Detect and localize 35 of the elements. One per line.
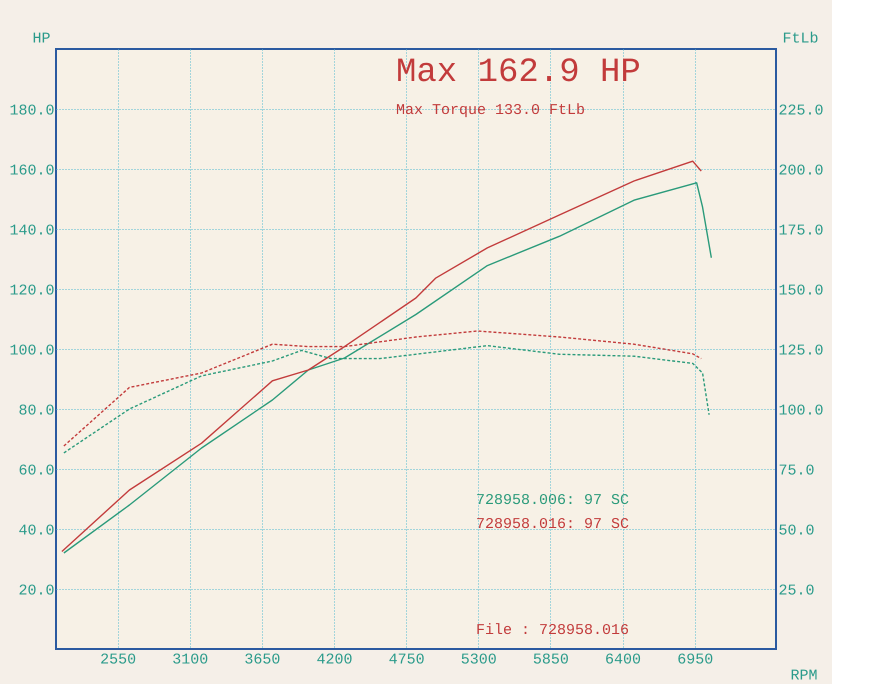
y2-tick-label: 175.0 <box>778 222 824 240</box>
x-tick-label: 6950 <box>677 652 714 668</box>
y2-axis-title: FtLb <box>782 30 819 48</box>
y-tick-label: 80.0 <box>18 402 54 420</box>
x-tick-label: 6400 <box>605 652 642 668</box>
text: 728958.006: 97 SC <box>476 492 630 509</box>
y2-tick-label: 225.0 <box>778 102 824 120</box>
y2-tick-label: 125.0 <box>778 342 824 360</box>
x-tick-label: 5850 <box>532 652 569 668</box>
y2-tick-label: 200.0 <box>778 162 824 180</box>
y2-tick-label: 150.0 <box>778 282 824 300</box>
annotation: Max 162.9 HP <box>396 54 641 92</box>
y2-tick-label: 100.0 <box>778 402 824 420</box>
y-tick-label: 40.0 <box>18 522 54 540</box>
x-tick-label: 3100 <box>172 652 208 668</box>
y-tick-label: 160.0 <box>9 162 54 180</box>
y-tick-label: 180.0 <box>9 102 54 120</box>
text: 728958.016: 97 SC <box>476 516 630 533</box>
y-tick-label: 20.0 <box>18 582 54 600</box>
x-axis-title: RPM <box>790 668 818 684</box>
x-tick-label: 5300 <box>460 652 497 668</box>
y-tick-label: 140.0 <box>9 222 54 240</box>
y2-tick-label: 25.0 <box>778 582 815 600</box>
y2-tick-label: 50.0 <box>778 522 815 540</box>
annotation: Max Torque 133.0 FtLb <box>396 102 586 119</box>
x-tick-label: 3650 <box>244 652 280 668</box>
annotation: File : 728958.016 <box>476 622 630 639</box>
y2-tick-label: 75.0 <box>778 462 815 480</box>
x-tick-label: 4750 <box>388 652 425 668</box>
y-tick-label: 120.0 <box>9 282 54 300</box>
y-tick-label: 60.0 <box>18 462 54 480</box>
y-tick-label: 100.0 <box>9 342 54 360</box>
y-axis-title: HP <box>32 30 50 48</box>
x-tick-label: 2550 <box>100 652 136 668</box>
x-tick-label: 4200 <box>316 652 353 668</box>
